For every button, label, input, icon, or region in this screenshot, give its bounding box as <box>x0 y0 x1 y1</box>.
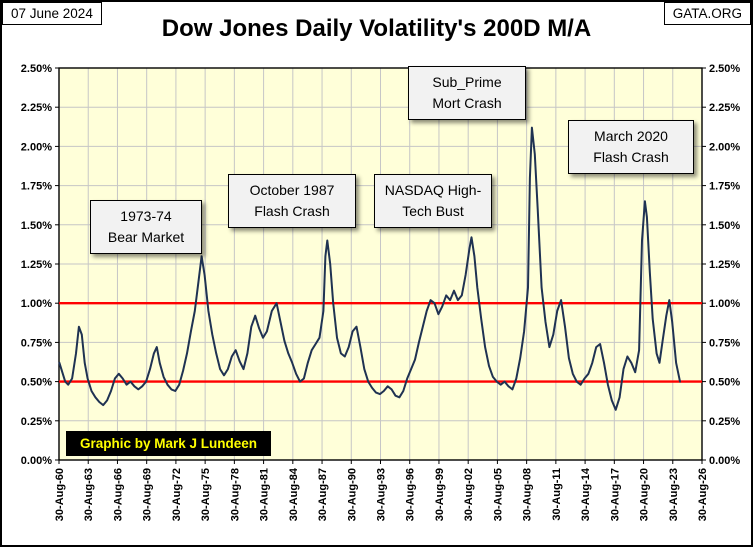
svg-text:30-Aug-69: 30-Aug-69 <box>142 468 154 521</box>
svg-text:0.75%: 0.75% <box>709 337 740 349</box>
svg-text:1.50%: 1.50% <box>709 220 740 232</box>
svg-text:1.25%: 1.25% <box>21 259 52 271</box>
svg-text:0.00%: 0.00% <box>709 455 740 467</box>
credit-label: Graphic by Mark J Lundeen <box>66 431 272 456</box>
svg-text:1.25%: 1.25% <box>709 259 740 271</box>
svg-text:30-Aug-23: 30-Aug-23 <box>668 468 680 521</box>
svg-text:0.50%: 0.50% <box>709 377 740 389</box>
svg-text:30-Aug-84: 30-Aug-84 <box>288 467 300 521</box>
annotation-march-2020-flash-crash: March 2020 Flash Crash <box>568 120 694 174</box>
svg-text:30-Aug-60: 30-Aug-60 <box>54 468 66 521</box>
svg-text:30-Aug-05: 30-Aug-05 <box>492 468 504 521</box>
svg-text:30-Aug-72: 30-Aug-72 <box>171 468 183 521</box>
svg-text:1.75%: 1.75% <box>21 181 52 193</box>
annotation-1973-74-bear-market: 1973-74 Bear Market <box>90 200 202 254</box>
date-label: 07 June 2024 <box>2 2 102 25</box>
svg-text:30-Aug-11: 30-Aug-11 <box>551 468 563 521</box>
site-label: GATA.ORG <box>663 2 751 25</box>
svg-text:30-Aug-90: 30-Aug-90 <box>346 468 358 521</box>
svg-text:30-Aug-96: 30-Aug-96 <box>405 468 417 521</box>
svg-text:30-Aug-66: 30-Aug-66 <box>112 468 124 521</box>
svg-text:30-Aug-93: 30-Aug-93 <box>376 468 388 521</box>
svg-text:2.25%: 2.25% <box>21 102 52 114</box>
svg-text:2.50%: 2.50% <box>21 63 52 75</box>
svg-text:30-Aug-99: 30-Aug-99 <box>434 468 446 521</box>
svg-text:30-Aug-17: 30-Aug-17 <box>609 468 621 521</box>
svg-text:2.00%: 2.00% <box>21 141 52 153</box>
annotation-nasdaq-high-tech-bust: NASDAQ High- Tech Bust <box>374 174 492 228</box>
svg-text:1.75%: 1.75% <box>709 181 740 193</box>
svg-text:30-Aug-20: 30-Aug-20 <box>639 468 651 521</box>
svg-text:30-Aug-08: 30-Aug-08 <box>522 468 534 521</box>
svg-text:2.00%: 2.00% <box>709 141 740 153</box>
svg-text:0.50%: 0.50% <box>21 377 52 389</box>
svg-text:0.25%: 0.25% <box>709 416 740 428</box>
svg-text:0.25%: 0.25% <box>21 416 52 428</box>
svg-text:30-Aug-87: 30-Aug-87 <box>317 468 329 521</box>
svg-text:2.25%: 2.25% <box>709 102 740 114</box>
svg-text:0.75%: 0.75% <box>21 337 52 349</box>
svg-text:30-Aug-14: 30-Aug-14 <box>580 467 592 521</box>
annotation-subprime-mort-crash: Sub_Prime Mort Crash <box>408 66 526 120</box>
svg-text:0.00%: 0.00% <box>21 455 52 467</box>
svg-text:1.00%: 1.00% <box>21 298 52 310</box>
svg-text:30-Aug-81: 30-Aug-81 <box>259 468 271 521</box>
svg-text:30-Aug-26: 30-Aug-26 <box>697 468 709 521</box>
svg-text:1.50%: 1.50% <box>21 220 52 232</box>
svg-text:30-Aug-75: 30-Aug-75 <box>200 468 212 521</box>
svg-text:30-Aug-02: 30-Aug-02 <box>463 468 475 521</box>
svg-text:30-Aug-63: 30-Aug-63 <box>83 468 95 521</box>
svg-text:1.00%: 1.00% <box>709 298 740 310</box>
svg-text:30-Aug-78: 30-Aug-78 <box>229 468 241 521</box>
annotation-october-1987-flash-crash: October 1987 Flash Crash <box>228 174 356 228</box>
chart-title: Dow Jones Daily Volatility's 200D M/A <box>161 15 592 42</box>
svg-text:2.50%: 2.50% <box>709 63 740 75</box>
